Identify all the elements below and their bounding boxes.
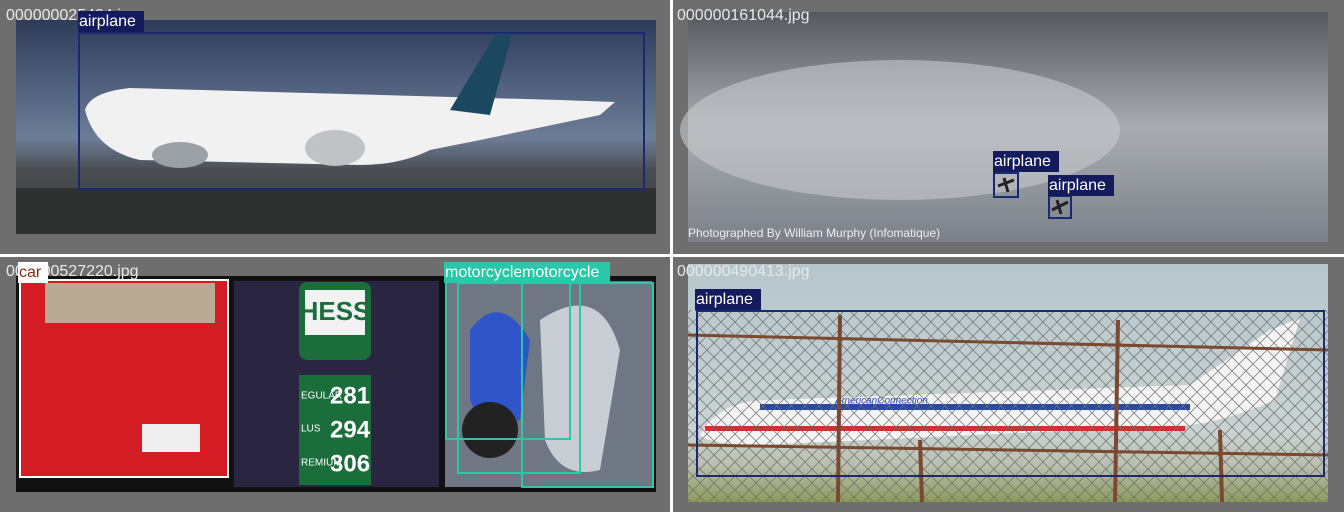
plate xyxy=(142,424,200,452)
panel: Photographed By William Murphy (Infomati… xyxy=(677,7,1328,242)
label: car xyxy=(19,264,42,281)
label: motorcycle xyxy=(522,264,599,281)
label: airplane xyxy=(1049,177,1106,194)
label: airplane xyxy=(696,291,753,308)
sign-panel xyxy=(305,290,365,335)
sign-text: 281 xyxy=(330,382,370,409)
engine xyxy=(305,130,365,166)
label: airplane xyxy=(79,13,136,30)
sign-text: LUS xyxy=(301,424,321,435)
label-bg xyxy=(78,11,144,32)
bbox xyxy=(993,172,1019,198)
panel: 000000025434.jpg airplane xyxy=(6,7,656,234)
plane xyxy=(997,177,1015,193)
fence-post xyxy=(836,314,1224,503)
sign-text: EGULAR xyxy=(301,391,342,402)
sign-text: REMIUM xyxy=(301,458,342,469)
car-window xyxy=(45,283,215,323)
watermark: Photographed By William Murphy (Infomati… xyxy=(688,226,940,240)
label-bg xyxy=(521,262,610,283)
divider xyxy=(0,254,1344,257)
tail xyxy=(450,35,512,115)
fence xyxy=(688,310,1328,502)
label-bg xyxy=(993,151,1059,172)
label-bg xyxy=(444,262,530,283)
sign-text: HESS xyxy=(300,296,371,326)
runway xyxy=(16,188,656,234)
label: motorcycle xyxy=(445,264,522,281)
filename: 000000490413.jpg xyxy=(677,263,810,280)
sign-text: 306 xyxy=(330,450,370,477)
price-board xyxy=(299,375,371,485)
label-bg xyxy=(1048,175,1114,196)
bbox xyxy=(696,310,1325,477)
label-bg xyxy=(695,289,761,310)
bbox xyxy=(19,279,229,478)
plane xyxy=(1051,199,1069,215)
panel: AmericanConnection 000000490413.jpg airp… xyxy=(677,263,1329,503)
bbox xyxy=(78,32,645,190)
wheel xyxy=(462,402,518,458)
sign-text: 294 xyxy=(330,416,371,443)
scooter xyxy=(470,312,530,423)
engine xyxy=(152,142,208,168)
label: airplane xyxy=(994,153,1051,170)
panel: HESS EGULAR 281 LUS 294 REMIUM 306 00000… xyxy=(6,262,656,492)
filename: 000000161044.jpg xyxy=(677,7,810,24)
label-bg xyxy=(18,262,48,283)
